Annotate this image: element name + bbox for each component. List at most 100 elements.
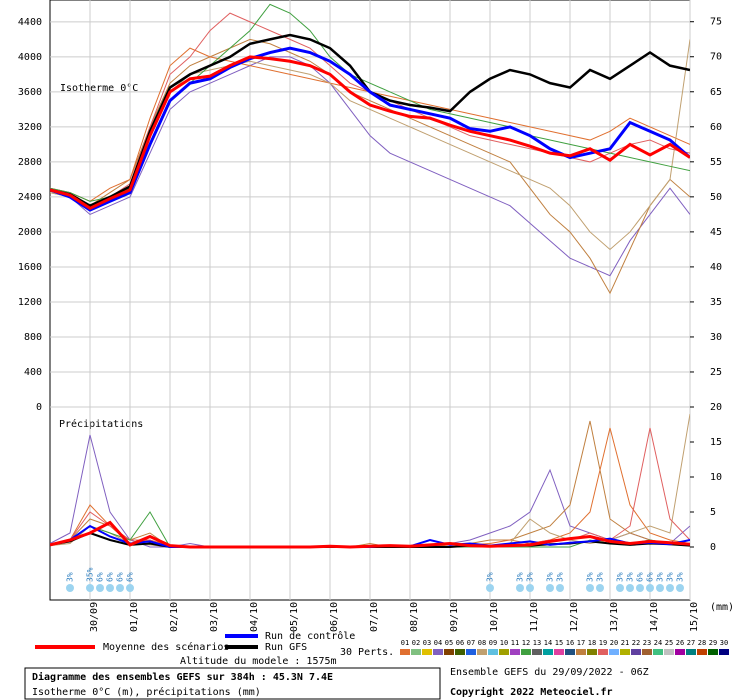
member-swatch — [510, 649, 520, 655]
series-line — [50, 46, 690, 212]
info-box — [24, 667, 441, 700]
y2-tick-label: 75 — [710, 17, 722, 28]
member-label: 09 — [489, 639, 497, 647]
member-swatch — [576, 649, 586, 655]
member-swatch — [433, 649, 443, 655]
snow-icon — [526, 584, 534, 592]
snow-label: 3% — [556, 572, 565, 582]
snow-label: 3% — [666, 572, 675, 582]
series-line — [50, 56, 690, 277]
member-label: 25 — [665, 639, 673, 647]
snow-label: 3% — [516, 572, 525, 582]
y2-tick-label: 10 — [710, 472, 722, 483]
y-tick-label: 1600 — [18, 262, 42, 273]
member-label: 14 — [544, 639, 552, 647]
snow-label: 3% — [676, 572, 685, 582]
member-swatch — [642, 649, 652, 655]
member-swatch — [499, 649, 509, 655]
member-swatch — [664, 649, 674, 655]
y-tick-label: 3200 — [18, 122, 42, 133]
snow-icon — [66, 584, 74, 592]
member-label: 22 — [632, 639, 640, 647]
grid — [50, 0, 691, 600]
member-swatch — [521, 649, 531, 655]
member-swatch — [400, 649, 410, 655]
x-tick-label: 03/10 — [209, 602, 220, 632]
snow-label: 3% — [486, 572, 495, 582]
member-label: 18 — [588, 639, 596, 647]
y-tick-label: 800 — [24, 332, 42, 343]
y2-tick-label: 35 — [710, 297, 722, 308]
member-label: 10 — [500, 639, 508, 647]
snow-icon — [596, 584, 604, 592]
member-swatch — [719, 649, 729, 655]
member-label: 11 — [511, 639, 519, 647]
x-tick-label: 13/10 — [609, 602, 620, 632]
member-swatch — [554, 649, 564, 655]
member-swatch — [422, 649, 432, 655]
y2-tick-label: 15 — [710, 437, 722, 448]
snow-label: 3% — [66, 572, 75, 582]
legend-label: Run de contrôle — [265, 630, 355, 642]
member-swatch — [543, 649, 553, 655]
member-label: 27 — [687, 639, 695, 647]
member-swatch — [565, 649, 575, 655]
member-label: 08 — [478, 639, 486, 647]
y-tick-label: 0 — [36, 402, 42, 413]
member-label: 28 — [698, 639, 706, 647]
y-tick-label: 3600 — [18, 87, 42, 98]
member-swatch — [598, 649, 608, 655]
member-swatch — [466, 649, 476, 655]
snow-icon — [106, 584, 114, 592]
snow-icon — [86, 584, 94, 592]
y2-tick-label: 20 — [710, 402, 722, 413]
snow-label: 6% — [96, 572, 105, 582]
member-label: 26 — [676, 639, 684, 647]
unit-label: (mm) — [710, 602, 734, 613]
y-tick-label: 4400 — [18, 17, 42, 28]
member-label: 01 — [401, 639, 409, 647]
y2-tick-label: 0 — [710, 542, 716, 553]
snow-icon — [646, 584, 654, 592]
member-label: 30 — [720, 639, 728, 647]
y-tick-label: 1200 — [18, 297, 42, 308]
snow-label: 3% — [526, 572, 535, 582]
y2-tick-label: 25 — [710, 367, 722, 378]
x-tick-label: 06/10 — [329, 602, 340, 632]
member-label: 29 — [709, 639, 717, 647]
member-label: 06 — [456, 639, 464, 647]
snow-icon — [546, 584, 554, 592]
series-line — [50, 55, 690, 211]
member-swatch — [477, 649, 487, 655]
member-swatch — [488, 649, 498, 655]
snow-icon — [676, 584, 684, 592]
snow-icon — [116, 584, 124, 592]
member-swatch — [653, 649, 663, 655]
member-swatch — [587, 649, 597, 655]
snow-label: 6% — [106, 572, 115, 582]
footer-copyright: Copyright 2022 Meteociel.fr — [450, 686, 613, 698]
y2-tick-label: 70 — [710, 52, 722, 63]
y2-tick-label: 65 — [710, 87, 722, 98]
member-swatch — [411, 649, 421, 655]
member-swatch — [631, 649, 641, 655]
snow-label: 3% — [546, 572, 555, 582]
footer-run: Ensemble GEFS du 29/09/2022 - 06Z — [450, 667, 649, 678]
x-tick-label: 30/09 — [89, 602, 100, 632]
member-swatch — [532, 649, 542, 655]
x-tick-label: 10/10 — [489, 602, 500, 632]
y-tick-label: 2800 — [18, 157, 42, 168]
member-label: 16 — [566, 639, 574, 647]
y2-tick-label: 30 — [710, 332, 722, 343]
member-label: 23 — [643, 639, 651, 647]
member-label: 13 — [533, 639, 541, 647]
x-tick-label: 11/10 — [529, 602, 540, 632]
x-tick-label: 04/10 — [249, 602, 260, 632]
member-label: 07 — [467, 639, 475, 647]
series-line — [50, 520, 690, 549]
snow-label: 6% — [126, 572, 135, 582]
footer-title: Diagramme des ensembles GEFS sur 384h : … — [32, 671, 333, 683]
snow-label: 6% — [636, 572, 645, 582]
series-line — [50, 38, 690, 295]
